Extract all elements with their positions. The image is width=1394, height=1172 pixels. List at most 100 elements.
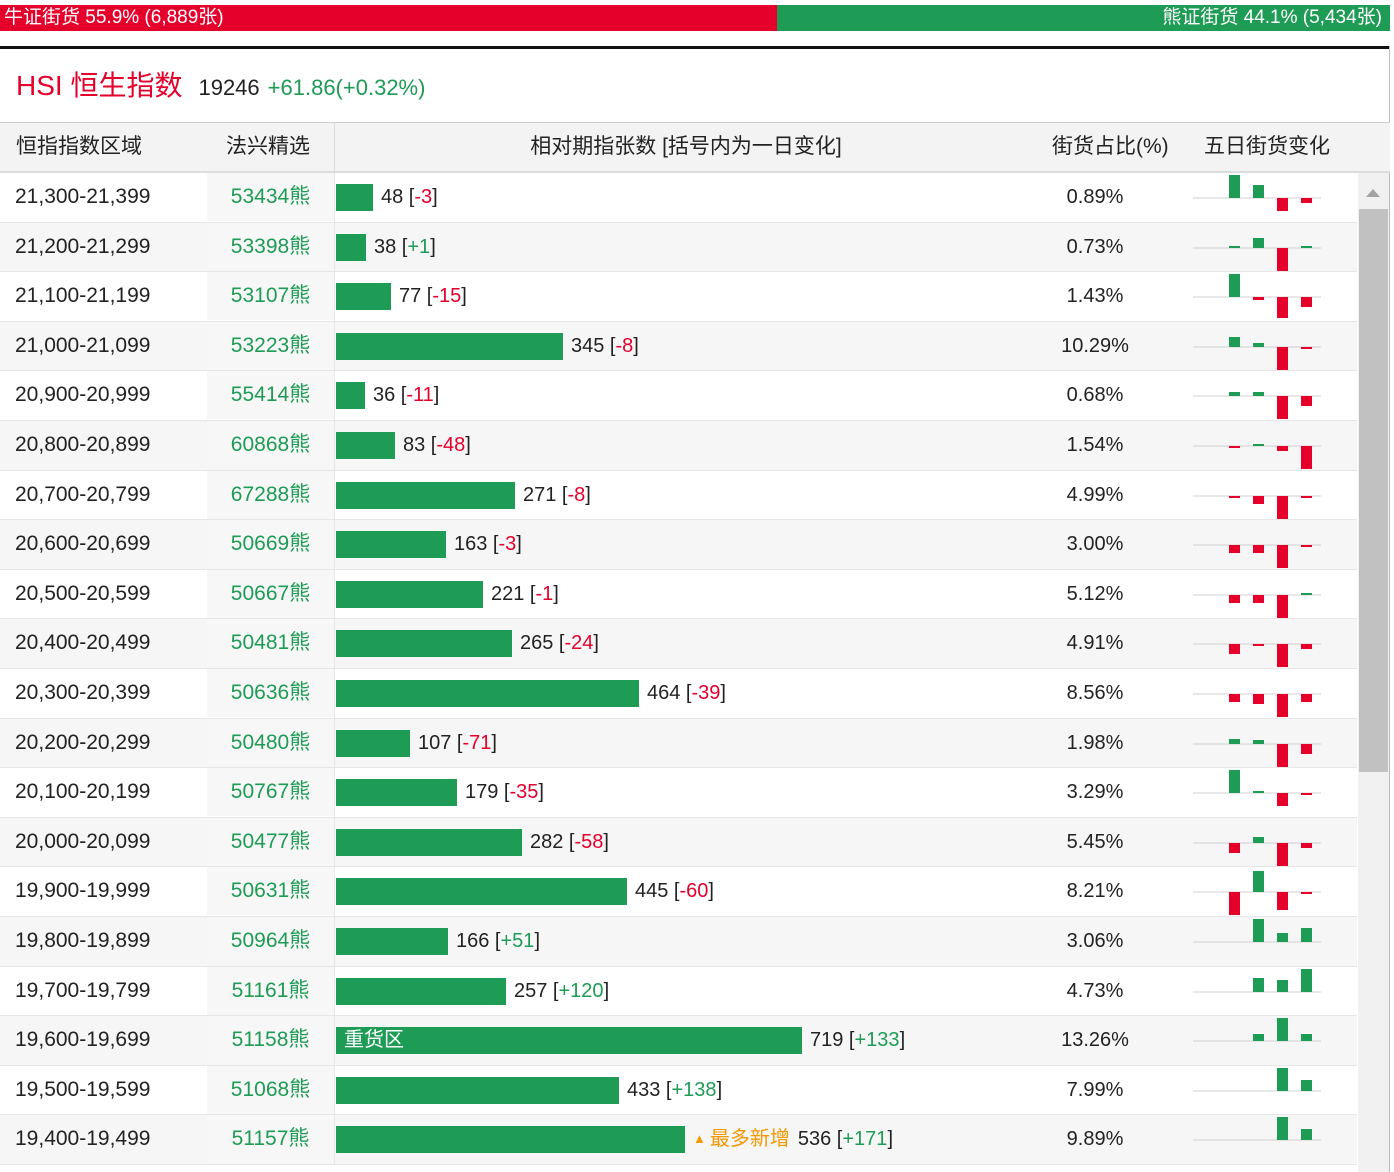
- scrollbar-thumb[interactable]: [1359, 209, 1388, 772]
- table-row[interactable]: 21,200-21,299 53398熊 38 [+1] 0.73%: [0, 222, 1357, 273]
- mini-chart-bar: [1253, 495, 1264, 504]
- index-name: HSI 恒生指数: [16, 70, 183, 101]
- mini-chart-bar: [1301, 793, 1312, 796]
- mini-chart-bar: [1301, 1079, 1312, 1091]
- warrant-code-link[interactable]: 51068熊: [207, 1065, 334, 1114]
- count-value: 433: [627, 1078, 661, 1101]
- table-row[interactable]: 20,900-20,999 55414熊 36 [-11] 0.68%: [0, 371, 1357, 421]
- count-value: 536: [797, 1128, 832, 1151]
- mini-chart-bar: [1253, 594, 1264, 603]
- warrant-code-link[interactable]: 55414熊: [207, 371, 334, 420]
- warrant-code-link[interactable]: 51157熊: [207, 1115, 334, 1164]
- index-value: 19246: [198, 75, 260, 100]
- mini-chart-bar: [1253, 545, 1264, 554]
- five-day-change-chart: [1193, 443, 1321, 469]
- five-day-change-chart: [1193, 1018, 1321, 1042]
- column-divider: [334, 817, 335, 867]
- count-value: 36: [373, 384, 396, 407]
- table-row[interactable]: 21,100-21,199 53107熊 77 [-15] 1.43%: [0, 272, 1357, 322]
- warrant-code-link[interactable]: 50964熊: [207, 916, 334, 965]
- bear-warrant-outstanding: 熊证街货 44.1% (5,434张): [777, 5, 1390, 31]
- table-row[interactable]: 19,400-19,499 51157熊 ▲ 最多新增 536 [+171] 9.89%: [0, 1115, 1357, 1165]
- one-day-change: +1: [407, 235, 431, 258]
- table-row[interactable]: 19,500-19,599 51068熊 433 [+138] 7.99%: [0, 1065, 1357, 1116]
- count-value: 179: [465, 781, 499, 804]
- column-divider: [334, 173, 335, 222]
- most-new-badge: ▲ 最多新增: [693, 1128, 790, 1150]
- mini-chart-bar: [1277, 594, 1288, 618]
- one-day-change: -8: [567, 483, 586, 506]
- mini-chart-bar: [1301, 743, 1312, 754]
- table-row[interactable]: 20,600-20,699 50669熊 163 [-3] 3.00%: [0, 520, 1357, 570]
- mini-chart-bar: [1253, 977, 1264, 992]
- scrollbar[interactable]: [1358, 173, 1389, 1172]
- mini-chart-bar: [1253, 693, 1264, 704]
- index-range: 21,300-21,399: [15, 185, 151, 208]
- warrant-code-link[interactable]: 51161熊: [207, 966, 334, 1015]
- table-row[interactable]: 21,000-21,099 53223熊 345 [-8] 10.29%: [0, 321, 1357, 372]
- table-row[interactable]: 20,500-20,599 50667熊 221 [-1] 5.12%: [0, 569, 1357, 620]
- warrant-code-link[interactable]: 50767熊: [207, 768, 334, 817]
- mini-chart-bar: [1277, 247, 1288, 271]
- warrant-code-link[interactable]: 60868熊: [207, 420, 334, 469]
- warrant-code-link[interactable]: 50667熊: [207, 569, 334, 618]
- mini-chart-bar: [1253, 1034, 1264, 1042]
- mini-chart-bar: [1229, 545, 1240, 554]
- warrant-code-link[interactable]: 53398熊: [207, 222, 334, 271]
- index-header: HSI 恒生指数 19246 +61.86(+0.32%): [16, 64, 425, 104]
- count-bar: [336, 779, 457, 807]
- warrant-code-link[interactable]: 53223熊: [207, 321, 334, 370]
- mini-chart-bar: [1277, 445, 1288, 451]
- warrant-code-link[interactable]: 50636熊: [207, 668, 334, 717]
- table-row[interactable]: 20,200-20,299 50480熊 107 [-71] 1.98%: [0, 718, 1357, 769]
- table-row[interactable]: 19,800-19,899 50964熊 166 [+51] 3.06%: [0, 916, 1357, 967]
- mini-chart-bar: [1277, 693, 1288, 717]
- warrant-code-link[interactable]: 50477熊: [207, 817, 334, 866]
- one-day-change: +51: [500, 929, 535, 952]
- table-row[interactable]: 20,000-20,099 50477熊 282 [-58] 5.45%: [0, 817, 1357, 868]
- count-bar: [336, 679, 639, 707]
- mini-chart-bar: [1253, 918, 1264, 942]
- scroll-up-arrow-icon[interactable]: [1366, 189, 1380, 197]
- mini-chart-bar: [1277, 495, 1288, 519]
- count-bar: [336, 283, 391, 311]
- mini-chart-bar: [1229, 644, 1240, 655]
- one-day-change: +171: [842, 1128, 888, 1151]
- one-day-change: -60: [679, 880, 709, 903]
- warrant-code-link[interactable]: 50669熊: [207, 520, 334, 569]
- mini-chart-bar: [1277, 979, 1288, 992]
- table-row[interactable]: 20,100-20,199 50767熊 179 [-35] 3.29%: [0, 768, 1357, 818]
- five-day-change-chart: [1193, 336, 1321, 370]
- count-text: 83 [-48]: [403, 433, 471, 456]
- mini-chart-bar: [1229, 495, 1240, 498]
- index-range: 19,900-19,999: [15, 879, 151, 903]
- table-row[interactable]: 20,800-20,899 60868熊 83 [-48] 1.54%: [0, 420, 1357, 471]
- warrant-code-link[interactable]: 50481熊: [207, 619, 334, 668]
- count-value: 163: [454, 533, 488, 556]
- count-bar: 重货区: [336, 1027, 802, 1055]
- warrant-code-link[interactable]: 53107熊: [207, 272, 334, 321]
- warrant-code-link[interactable]: 50480熊: [207, 718, 334, 767]
- warrant-code-link[interactable]: 50631熊: [207, 867, 334, 916]
- outstanding-pct: 5.12%: [1066, 582, 1124, 605]
- mini-chart-bar: [1253, 443, 1264, 446]
- warrant-code-link[interactable]: 51158熊: [207, 1016, 334, 1065]
- table-row[interactable]: 20,700-20,799 67288熊 271 [-8] 4.99%: [0, 470, 1357, 521]
- mini-chart-bar: [1253, 342, 1264, 347]
- index-range: 20,600-20,699: [15, 532, 151, 556]
- mini-chart-bar: [1301, 297, 1312, 308]
- table-row[interactable]: 20,400-20,499 50481熊 265 [-24] 4.91%: [0, 619, 1357, 669]
- outstanding-pct: 1.54%: [1066, 433, 1124, 456]
- outstanding-pct: 0.68%: [1066, 384, 1124, 407]
- count-value: 48: [381, 186, 404, 208]
- table-row[interactable]: 19,900-19,999 50631熊 445 [-60] 8.21%: [0, 867, 1357, 917]
- table-row[interactable]: 21,300-21,399 53434熊 48 [-3] 0.89%: [0, 173, 1357, 223]
- count-text: 166 [+51]: [456, 929, 540, 952]
- table-row[interactable]: 20,300-20,399 50636熊 464 [-39] 8.56%: [0, 668, 1357, 719]
- count-value: 282: [530, 830, 564, 853]
- warrant-code-link[interactable]: 67288熊: [207, 470, 334, 519]
- mini-chart-bar: [1277, 396, 1288, 420]
- table-row[interactable]: 19,600-19,699 51158熊 重货区 719 [+133] 13.26%: [0, 1016, 1357, 1066]
- table-row[interactable]: 19,700-19,799 51161熊 257 [+120] 4.73%: [0, 966, 1357, 1017]
- warrant-code-link[interactable]: 53434熊: [207, 173, 334, 221]
